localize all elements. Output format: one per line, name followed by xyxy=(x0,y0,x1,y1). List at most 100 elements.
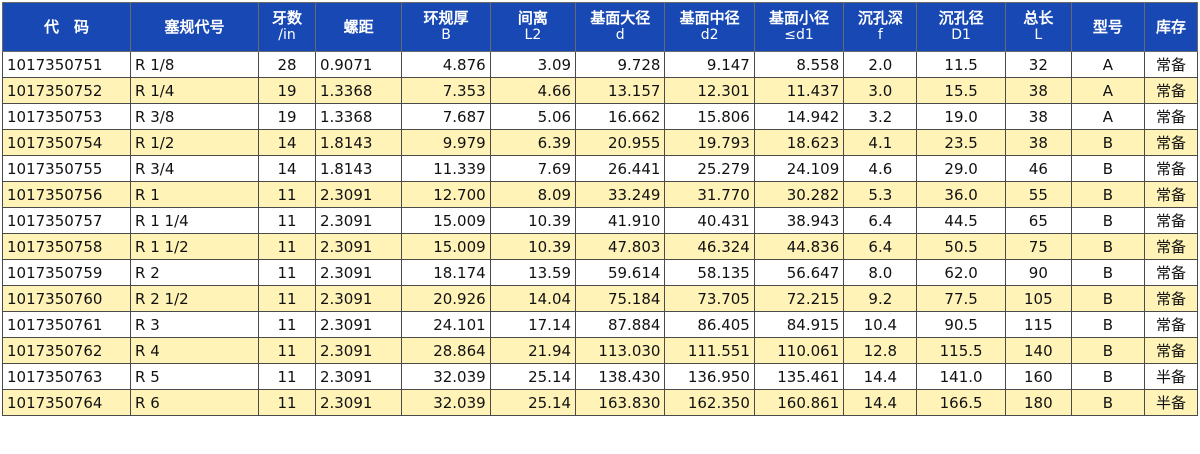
cell-threads-per-inch: 11 xyxy=(258,259,316,286)
cell-counterbore-depth: 14.4 xyxy=(843,389,918,416)
cell-distance-l2: 6.39 xyxy=(489,129,577,156)
cell-code: 1017350753 xyxy=(1,103,132,130)
cell-ring-thickness: 15.009 xyxy=(401,207,491,234)
cell-stock: 常备 xyxy=(1144,233,1198,260)
header-stock: 库存 xyxy=(1144,2,1198,52)
cell-distance-l2: 13.59 xyxy=(489,259,577,286)
cell-pitch-diameter: 15.806 xyxy=(664,103,755,130)
cell-counterbore-diameter: 90.5 xyxy=(916,311,1006,338)
cell-pitch: 2.3091 xyxy=(314,337,403,364)
cell-total-length: 38 xyxy=(1004,103,1072,130)
cell-ring-thickness: 4.876 xyxy=(401,51,491,78)
cell-pitch: 2.3091 xyxy=(314,311,403,338)
cell-type: B xyxy=(1070,311,1146,338)
cell-total-length: 105 xyxy=(1004,285,1072,312)
cell-plug-gauge: R 2 xyxy=(130,259,260,286)
cell-minor-diameter: 135.461 xyxy=(753,363,845,390)
header-minor-diameter: 基面小径 ≤d1 xyxy=(753,2,845,52)
cell-code: 1017350763 xyxy=(1,363,132,390)
cell-plug-gauge: R 1 1/4 xyxy=(130,207,260,234)
cell-counterbore-diameter: 29.0 xyxy=(916,155,1006,182)
cell-stock: 半备 xyxy=(1144,389,1198,416)
cell-counterbore-depth: 9.2 xyxy=(843,285,918,312)
cell-pitch-diameter: 25.279 xyxy=(664,155,755,182)
table-row: 1017350755 R 3/4 14 1.8143 11.339 7.69 26.441 2… xyxy=(1,155,1198,182)
table-row: 1017350760 R 2 1/2 11 2.3091 20.926 14.04 75.1… xyxy=(1,285,1198,312)
cell-threads-per-inch: 11 xyxy=(258,285,316,312)
cell-stock: 常备 xyxy=(1144,77,1198,104)
header-label: 代 码 xyxy=(44,17,90,36)
header-symbol: L xyxy=(1034,27,1043,43)
table-row: 1017350764 R 6 11 2.3091 32.039 25.14 163.830 1… xyxy=(1,389,1198,416)
cell-stock: 常备 xyxy=(1144,155,1198,182)
header-label: 塞规代号 xyxy=(164,17,225,36)
cell-code: 1017350764 xyxy=(1,389,132,416)
cell-plug-gauge: R 6 xyxy=(130,389,260,416)
cell-distance-l2: 10.39 xyxy=(489,233,577,260)
cell-plug-gauge: R 3/4 xyxy=(130,155,260,182)
header-label: 基面小径 xyxy=(769,9,830,27)
cell-code: 1017350759 xyxy=(1,259,132,286)
header-symbol: /in xyxy=(278,27,296,43)
header-symbol: d2 xyxy=(700,27,719,43)
cell-code: 1017350761 xyxy=(1,311,132,338)
cell-pitch-diameter: 73.705 xyxy=(664,285,755,312)
cell-plug-gauge: R 1/8 xyxy=(130,51,260,78)
cell-type: B xyxy=(1070,181,1146,208)
cell-minor-diameter: 44.836 xyxy=(753,233,845,260)
cell-minor-diameter: 14.942 xyxy=(753,103,845,130)
header-pitch: 螺距 xyxy=(314,2,403,52)
cell-threads-per-inch: 14 xyxy=(258,129,316,156)
cell-major-diameter: 41.910 xyxy=(575,207,666,234)
cell-ring-thickness: 28.864 xyxy=(401,337,491,364)
header-ring-thickness: 环规厚 B xyxy=(401,2,491,52)
table-row: 1017350761 R 3 11 2.3091 24.101 17.14 87.884 86… xyxy=(1,311,1198,338)
cell-plug-gauge: R 1/4 xyxy=(130,77,260,104)
cell-threads-per-inch: 11 xyxy=(258,181,316,208)
cell-threads-per-inch: 14 xyxy=(258,155,316,182)
table-body: 1017350751 R 1/8 28 0.9071 4.876 3.09 9.728 9.1… xyxy=(1,51,1198,416)
cell-threads-per-inch: 19 xyxy=(258,103,316,130)
cell-stock: 常备 xyxy=(1144,337,1198,364)
cell-major-diameter: 87.884 xyxy=(575,311,666,338)
cell-plug-gauge: R 3/8 xyxy=(130,103,260,130)
header-symbol: L2 xyxy=(524,27,542,43)
header-label: 间离 xyxy=(517,9,548,27)
cell-major-diameter: 9.728 xyxy=(575,51,666,78)
header-major-diameter: 基面大径 d xyxy=(575,2,666,52)
header-label: 沉孔径 xyxy=(938,9,984,27)
header-counterbore-diameter: 沉孔径 D1 xyxy=(916,2,1006,52)
cell-distance-l2: 8.09 xyxy=(489,181,577,208)
cell-stock: 常备 xyxy=(1144,311,1198,338)
cell-pitch: 1.3368 xyxy=(314,103,403,130)
cell-plug-gauge: R 1/2 xyxy=(130,129,260,156)
cell-major-diameter: 26.441 xyxy=(575,155,666,182)
header-distance-l2: 间离 L2 xyxy=(489,2,577,52)
cell-major-diameter: 16.662 xyxy=(575,103,666,130)
header-threads-per-inch: 牙数/in xyxy=(258,2,316,52)
cell-pitch-diameter: 111.551 xyxy=(664,337,755,364)
cell-counterbore-depth: 4.1 xyxy=(843,129,918,156)
cell-counterbore-diameter: 50.5 xyxy=(916,233,1006,260)
cell-stock: 常备 xyxy=(1144,103,1198,130)
cell-pitch: 2.3091 xyxy=(314,207,403,234)
table-row: 1017350753 R 3/8 19 1.3368 7.687 5.06 16.662 15… xyxy=(1,103,1198,130)
cell-counterbore-diameter: 77.5 xyxy=(916,285,1006,312)
cell-threads-per-inch: 11 xyxy=(258,311,316,338)
header-label: 总长 xyxy=(1023,9,1054,27)
cell-total-length: 90 xyxy=(1004,259,1072,286)
cell-distance-l2: 17.14 xyxy=(489,311,577,338)
cell-counterbore-diameter: 44.5 xyxy=(916,207,1006,234)
cell-counterbore-diameter: 19.0 xyxy=(916,103,1006,130)
cell-distance-l2: 7.69 xyxy=(489,155,577,182)
cell-pitch: 1.8143 xyxy=(314,129,403,156)
cell-counterbore-depth: 3.2 xyxy=(843,103,918,130)
header-symbol: D1 xyxy=(951,27,971,43)
cell-distance-l2: 10.39 xyxy=(489,207,577,234)
cell-counterbore-depth: 6.4 xyxy=(843,207,918,234)
header-symbol: B xyxy=(441,27,451,43)
cell-code: 1017350752 xyxy=(1,77,132,104)
cell-major-diameter: 13.157 xyxy=(575,77,666,104)
cell-stock: 常备 xyxy=(1144,51,1198,78)
header-type: 型号 xyxy=(1070,2,1146,52)
